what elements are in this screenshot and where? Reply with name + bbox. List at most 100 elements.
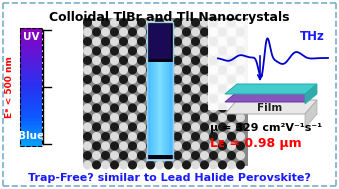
Circle shape (165, 161, 172, 169)
Circle shape (129, 47, 136, 55)
Bar (165, 62, 167, 155)
Circle shape (102, 133, 109, 140)
Bar (20, 60, 42, 62)
Bar (20, 111, 42, 113)
Bar (20, 139, 42, 141)
Circle shape (228, 133, 235, 140)
Bar (20, 134, 42, 136)
Bar (20, 115, 42, 117)
Circle shape (219, 57, 226, 64)
Circle shape (147, 38, 154, 45)
Circle shape (219, 85, 226, 93)
Circle shape (219, 114, 226, 121)
Bar (155, 62, 157, 155)
Bar (20, 77, 42, 79)
Bar (20, 41, 42, 43)
Circle shape (84, 142, 91, 150)
Bar (20, 66, 42, 68)
Circle shape (93, 57, 100, 64)
Bar (20, 145, 42, 146)
Bar (20, 53, 42, 55)
Circle shape (102, 161, 109, 169)
Circle shape (147, 114, 154, 121)
Circle shape (138, 104, 145, 112)
Bar (20, 34, 42, 36)
Circle shape (192, 142, 199, 150)
Circle shape (228, 104, 235, 112)
Bar (20, 114, 42, 115)
Circle shape (120, 114, 127, 121)
Circle shape (129, 66, 136, 74)
Circle shape (156, 142, 163, 150)
Circle shape (111, 95, 118, 102)
Circle shape (102, 28, 109, 36)
Circle shape (147, 85, 154, 93)
Bar (20, 72, 42, 74)
Circle shape (111, 123, 118, 131)
Circle shape (93, 28, 100, 36)
Bar (160, 62, 162, 155)
Bar (208, 20, 333, 110)
Bar (20, 28, 42, 30)
Circle shape (201, 142, 208, 150)
Circle shape (228, 85, 235, 93)
Circle shape (120, 161, 127, 169)
Circle shape (219, 38, 226, 45)
Circle shape (228, 76, 235, 83)
Circle shape (138, 76, 145, 83)
Circle shape (192, 152, 199, 159)
Circle shape (210, 114, 217, 121)
Bar (20, 121, 42, 123)
Circle shape (102, 76, 109, 83)
Circle shape (102, 47, 109, 55)
Text: Lᴇ = 0.98 μm: Lᴇ = 0.98 μm (210, 136, 302, 149)
Circle shape (120, 123, 127, 131)
Circle shape (210, 76, 217, 83)
Circle shape (192, 123, 199, 131)
Circle shape (183, 133, 190, 140)
Circle shape (156, 76, 163, 83)
Circle shape (219, 161, 226, 169)
Circle shape (120, 142, 127, 150)
Circle shape (174, 114, 181, 121)
Circle shape (210, 95, 217, 102)
Circle shape (228, 38, 235, 45)
Circle shape (84, 85, 91, 93)
Circle shape (93, 66, 100, 74)
Circle shape (219, 123, 226, 131)
Circle shape (111, 133, 118, 140)
Circle shape (120, 76, 127, 83)
Circle shape (93, 133, 100, 140)
Bar (20, 99, 42, 101)
Circle shape (219, 104, 226, 112)
Circle shape (201, 133, 208, 140)
Circle shape (165, 66, 172, 74)
Circle shape (129, 161, 136, 169)
Bar (20, 125, 42, 127)
Bar (148, 62, 150, 155)
Circle shape (174, 76, 181, 83)
Bar (20, 38, 42, 40)
Circle shape (210, 28, 217, 36)
Circle shape (120, 47, 127, 55)
Circle shape (228, 66, 235, 74)
Circle shape (111, 161, 118, 169)
Bar (20, 100, 42, 102)
Circle shape (156, 28, 163, 36)
Circle shape (192, 95, 199, 102)
Bar (20, 122, 42, 124)
Text: Colloidal TlBr and TlI Nanocrystals: Colloidal TlBr and TlI Nanocrystals (49, 11, 289, 24)
Circle shape (93, 142, 100, 150)
Bar (20, 46, 42, 48)
Circle shape (183, 104, 190, 112)
Bar (20, 71, 42, 73)
Bar (20, 62, 42, 64)
Circle shape (102, 95, 109, 102)
Circle shape (120, 38, 127, 45)
Circle shape (138, 47, 145, 55)
Circle shape (192, 85, 199, 93)
Circle shape (138, 28, 145, 36)
Circle shape (84, 38, 91, 45)
Circle shape (156, 38, 163, 45)
Circle shape (237, 76, 244, 83)
